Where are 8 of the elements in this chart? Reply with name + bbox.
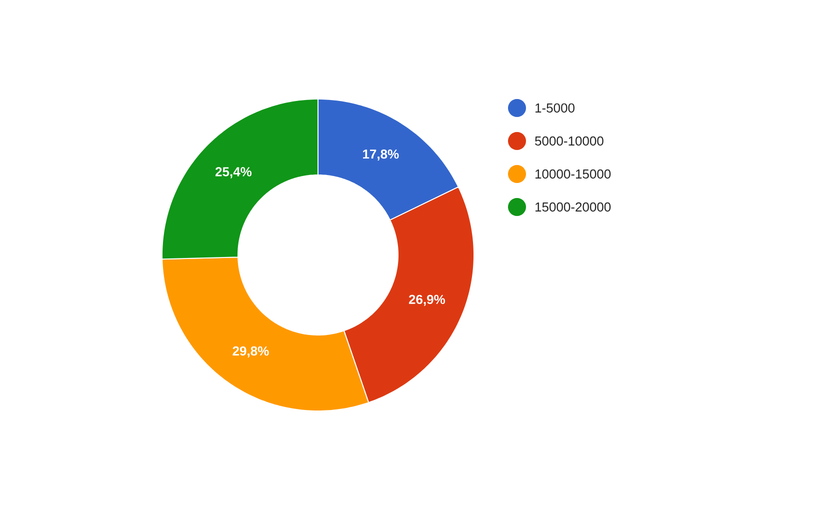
data-label: 29,8% <box>232 346 269 358</box>
data-label: 25,4% <box>215 167 252 178</box>
legend-label: 1-5000 <box>536 103 574 113</box>
legend-label: 5000-10000 <box>535 136 604 146</box>
data-label: 17,8% <box>363 149 399 161</box>
data-label: 26,9% <box>408 294 446 306</box>
legend-label: 10000-15000 <box>536 169 611 179</box>
legend-label: 15000-20000 <box>536 202 611 212</box>
